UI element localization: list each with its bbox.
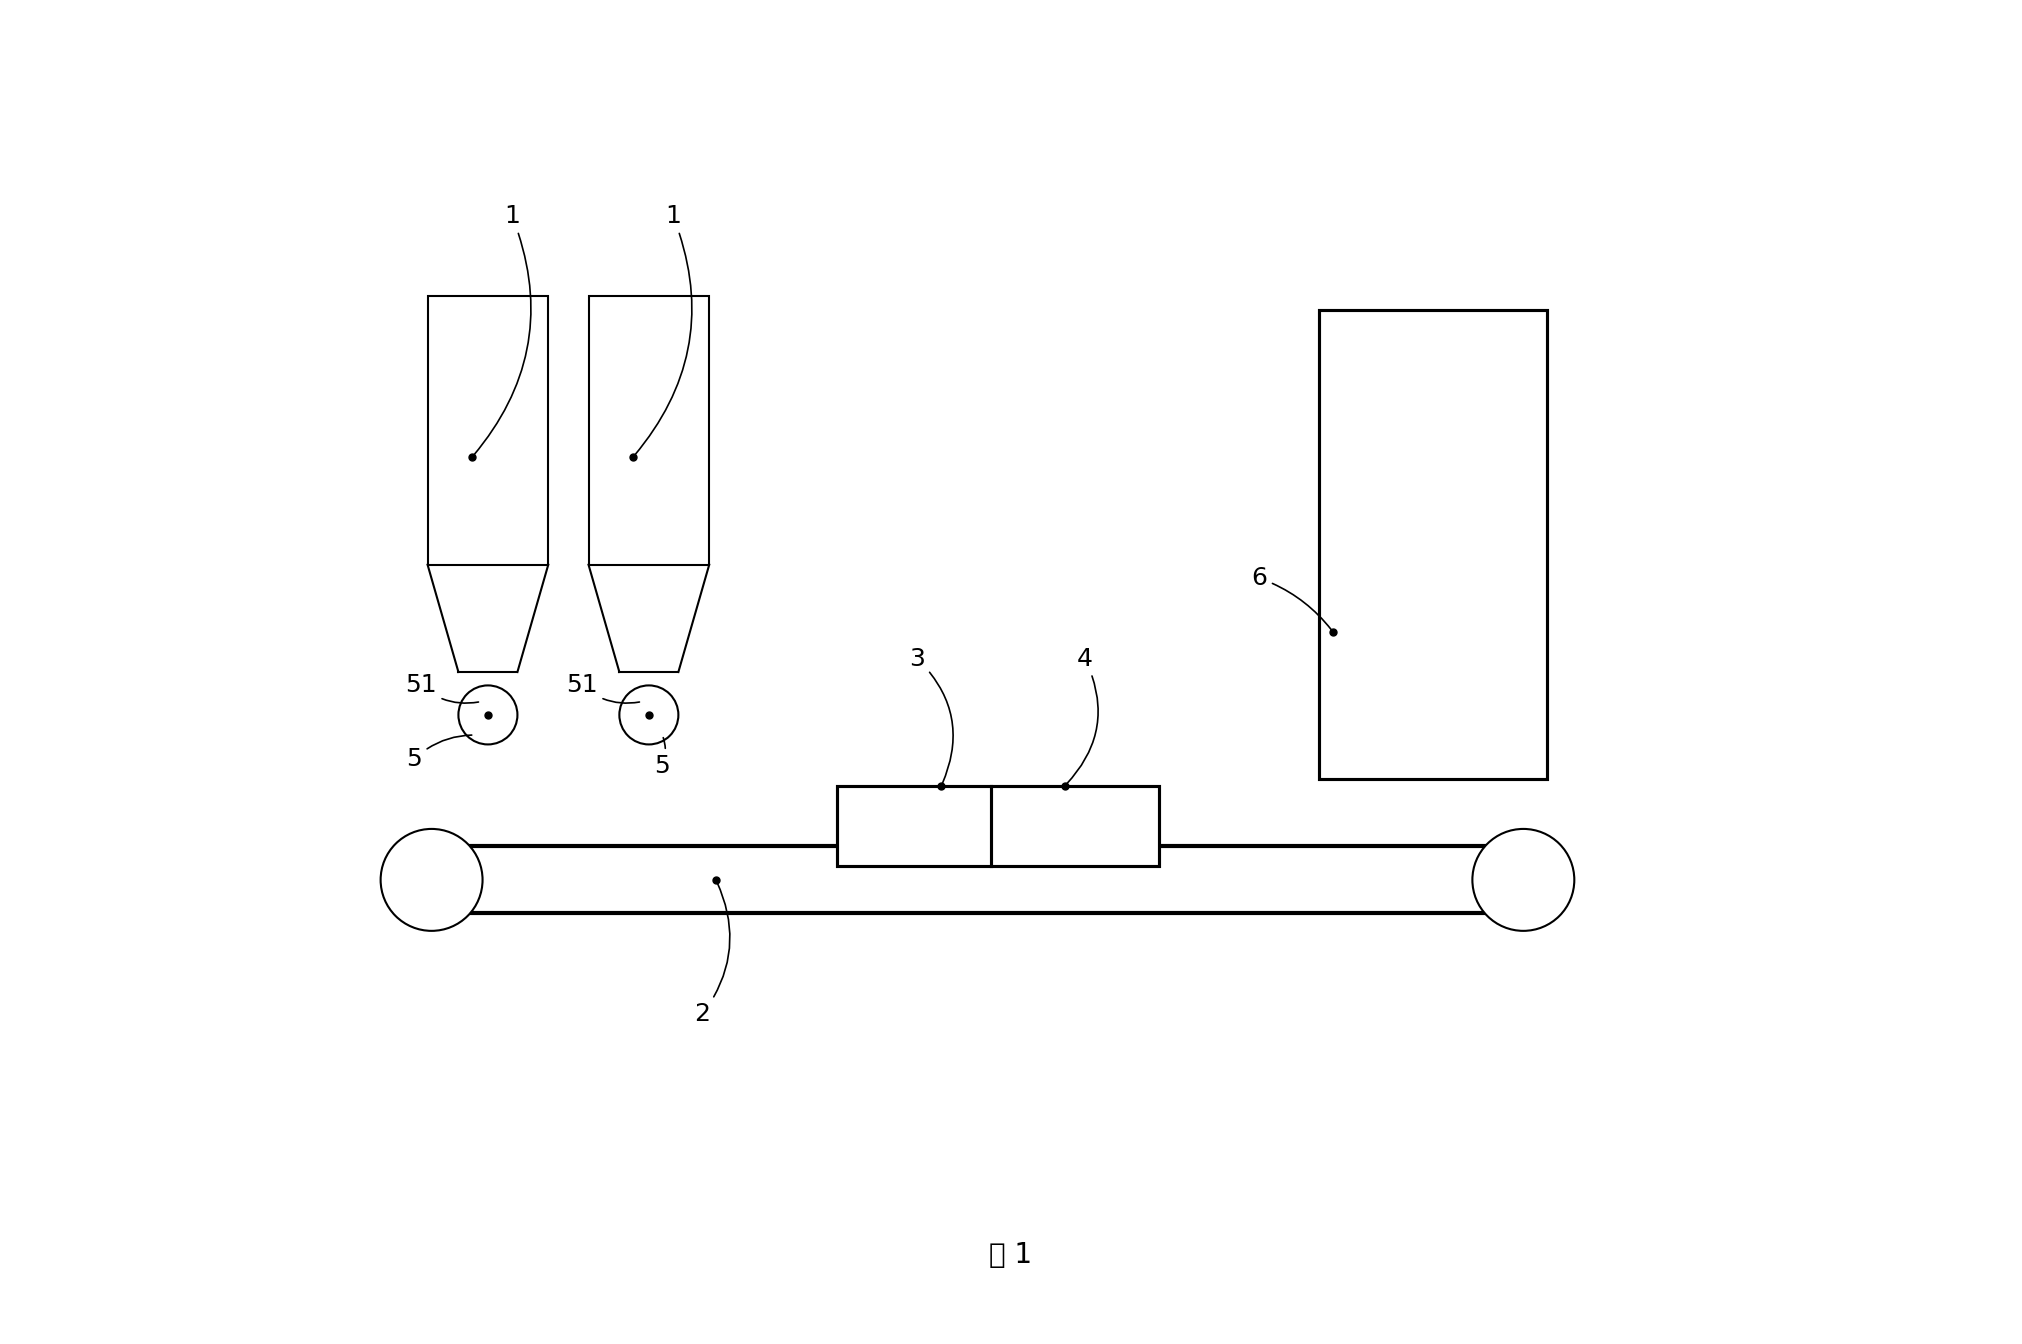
Circle shape — [1472, 829, 1575, 931]
Circle shape — [459, 685, 518, 745]
Text: 5: 5 — [655, 738, 669, 778]
Text: 6: 6 — [1252, 566, 1330, 629]
Text: 1: 1 — [473, 204, 532, 456]
Text: 3: 3 — [910, 646, 952, 784]
Text: 2: 2 — [694, 883, 730, 1025]
Text: 1: 1 — [635, 204, 692, 456]
Text: 51: 51 — [404, 673, 479, 703]
Bar — [588, 297, 710, 564]
Text: 51: 51 — [566, 673, 639, 703]
Circle shape — [380, 829, 483, 931]
Text: 5: 5 — [406, 735, 471, 771]
Bar — [837, 786, 1159, 867]
Bar — [427, 297, 548, 564]
Circle shape — [619, 685, 677, 745]
Text: 图 1: 图 1 — [989, 1242, 1033, 1270]
Bar — [1320, 310, 1547, 780]
Text: 4: 4 — [1066, 646, 1098, 784]
